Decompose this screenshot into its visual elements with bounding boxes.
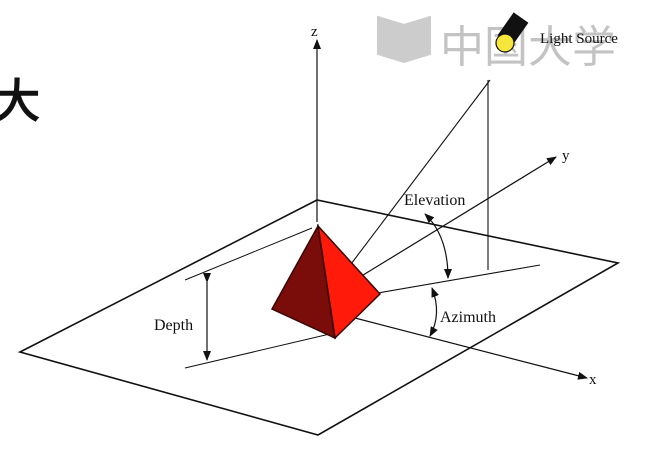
watermark-text: 中国大学	[440, 22, 616, 73]
z-axis-label: z	[311, 24, 318, 40]
light-source-lamp-icon	[495, 12, 529, 53]
light-ray-line	[347, 79, 491, 269]
book-logo-icon	[377, 15, 431, 64]
light-projection-line	[377, 264, 541, 294]
ground-plane	[17, 199, 621, 436]
watermark: 中国大学	[377, 15, 616, 73]
elevation-label: Elevation	[404, 192, 465, 209]
depth-label: Depth	[154, 317, 193, 334]
depth-guide-top	[184, 227, 313, 281]
azimuth-arc-start	[429, 287, 439, 337]
x-axis-label: x	[589, 372, 597, 388]
x-axis	[354, 317, 588, 380]
y-axis-label: y	[562, 148, 570, 164]
y-axis	[354, 156, 557, 281]
light-source-label: Light Source	[540, 31, 618, 47]
pyramid	[270, 223, 382, 340]
depth-guide-bottom	[184, 332, 335, 369]
azimuth-label: Azimuth	[440, 309, 496, 326]
left-edge-glyph: 大	[0, 74, 40, 128]
